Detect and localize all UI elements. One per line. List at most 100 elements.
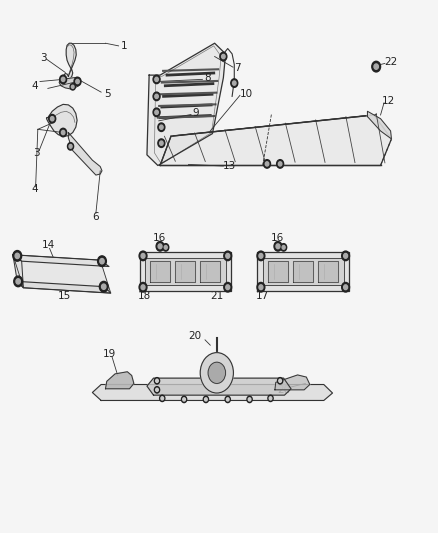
Circle shape xyxy=(200,353,233,393)
Text: 9: 9 xyxy=(193,108,199,118)
Circle shape xyxy=(159,395,165,401)
Text: 22: 22 xyxy=(384,58,397,67)
Circle shape xyxy=(153,75,160,84)
Text: 16: 16 xyxy=(152,233,166,244)
Circle shape xyxy=(224,282,232,292)
Circle shape xyxy=(155,77,158,82)
Text: 18: 18 xyxy=(138,291,152,301)
Text: 16: 16 xyxy=(270,233,284,244)
Circle shape xyxy=(153,92,160,101)
Polygon shape xyxy=(68,133,102,175)
Polygon shape xyxy=(13,255,109,266)
Circle shape xyxy=(164,246,167,249)
Circle shape xyxy=(98,256,106,266)
Circle shape xyxy=(60,128,67,137)
Circle shape xyxy=(159,141,163,146)
Text: 7: 7 xyxy=(234,63,241,73)
Circle shape xyxy=(161,397,163,400)
Circle shape xyxy=(248,398,251,401)
Circle shape xyxy=(155,94,158,99)
Circle shape xyxy=(220,52,227,61)
Text: 13: 13 xyxy=(223,161,236,171)
Circle shape xyxy=(69,144,72,148)
Text: 19: 19 xyxy=(102,349,116,359)
Circle shape xyxy=(158,244,162,249)
Circle shape xyxy=(372,61,381,72)
Circle shape xyxy=(281,244,287,251)
Circle shape xyxy=(155,379,158,382)
Circle shape xyxy=(374,64,378,69)
Circle shape xyxy=(344,285,348,289)
Text: 4: 4 xyxy=(32,81,38,91)
Circle shape xyxy=(259,254,263,259)
Polygon shape xyxy=(92,384,332,400)
Circle shape xyxy=(158,123,165,132)
Circle shape xyxy=(203,396,208,402)
Polygon shape xyxy=(263,258,344,285)
Circle shape xyxy=(139,251,147,261)
Polygon shape xyxy=(147,378,291,395)
Circle shape xyxy=(276,244,280,249)
Circle shape xyxy=(279,379,282,382)
Text: 15: 15 xyxy=(57,291,71,301)
Polygon shape xyxy=(145,258,226,285)
Circle shape xyxy=(181,396,187,402)
Text: 14: 14 xyxy=(42,240,55,250)
Circle shape xyxy=(233,81,236,85)
Polygon shape xyxy=(268,261,288,282)
Circle shape xyxy=(269,397,272,400)
Circle shape xyxy=(61,131,65,135)
Polygon shape xyxy=(46,104,77,136)
Circle shape xyxy=(247,396,252,402)
Circle shape xyxy=(159,125,163,130)
Circle shape xyxy=(158,139,165,148)
Polygon shape xyxy=(13,255,23,288)
Circle shape xyxy=(222,54,225,59)
Text: 8: 8 xyxy=(204,74,211,83)
Polygon shape xyxy=(147,43,226,165)
Text: 17: 17 xyxy=(256,291,269,301)
Circle shape xyxy=(344,254,348,259)
Circle shape xyxy=(231,79,238,87)
Circle shape xyxy=(259,285,263,289)
Circle shape xyxy=(224,251,232,261)
Circle shape xyxy=(153,108,160,117)
Text: 10: 10 xyxy=(240,88,253,99)
Circle shape xyxy=(67,143,74,150)
Circle shape xyxy=(102,284,106,289)
Circle shape xyxy=(100,259,104,264)
Circle shape xyxy=(156,241,164,251)
Circle shape xyxy=(205,398,207,401)
Polygon shape xyxy=(318,261,338,282)
Circle shape xyxy=(49,115,56,123)
Text: 1: 1 xyxy=(121,41,127,51)
Circle shape xyxy=(279,162,282,166)
Polygon shape xyxy=(150,261,170,282)
Text: 12: 12 xyxy=(382,95,395,106)
Polygon shape xyxy=(160,115,392,165)
Circle shape xyxy=(60,75,67,84)
Circle shape xyxy=(278,377,283,384)
Polygon shape xyxy=(367,111,392,139)
Circle shape xyxy=(183,398,185,401)
Circle shape xyxy=(257,251,265,261)
Circle shape xyxy=(139,282,147,292)
Circle shape xyxy=(70,84,75,90)
Circle shape xyxy=(265,162,269,166)
Circle shape xyxy=(15,253,19,259)
Text: 20: 20 xyxy=(277,385,290,395)
Circle shape xyxy=(154,377,159,384)
Circle shape xyxy=(277,160,284,168)
Polygon shape xyxy=(258,252,349,292)
Circle shape xyxy=(264,160,271,168)
Circle shape xyxy=(141,254,145,259)
Circle shape xyxy=(226,285,230,289)
Circle shape xyxy=(74,77,81,86)
Circle shape xyxy=(208,362,226,383)
Polygon shape xyxy=(140,252,231,292)
Circle shape xyxy=(257,282,265,292)
Text: 20: 20 xyxy=(188,330,201,341)
Text: 6: 6 xyxy=(92,212,99,222)
Circle shape xyxy=(282,246,285,249)
Circle shape xyxy=(274,241,282,251)
